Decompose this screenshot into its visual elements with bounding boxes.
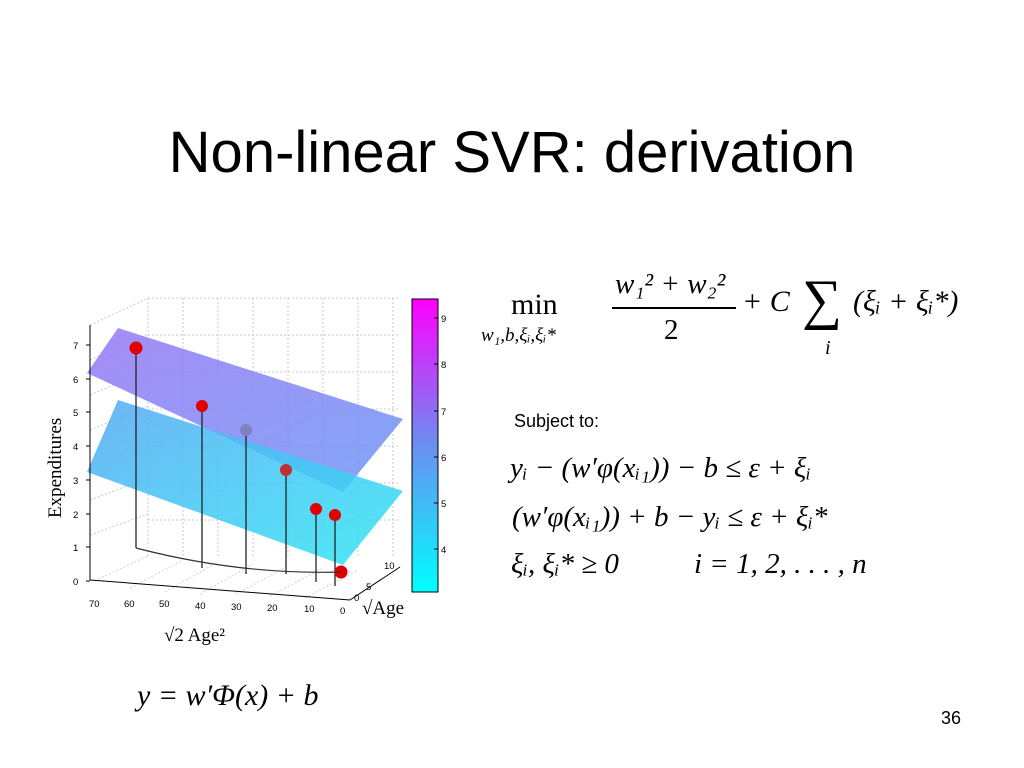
penalty-c: + C (742, 285, 790, 318)
min-variables: w₁,b,ξᵢ,ξᵢ* (481, 325, 556, 346)
model-equation: y = w′Φ(x) + b (137, 679, 319, 712)
y-axis-label: √Age (362, 598, 404, 619)
colorbar-tick-label: 8 (441, 360, 446, 371)
z-tick-label: 2 (73, 510, 78, 521)
floor-curve (135, 547, 342, 573)
colorbar (411, 298, 439, 593)
lower-margin-plane (87, 400, 403, 565)
axes (89, 325, 401, 601)
upper-margin-plane (87, 328, 403, 492)
z-axis-label: Expenditures (45, 418, 66, 518)
z-tick-label: 1 (73, 543, 78, 554)
floor-grid (97, 555, 359, 599)
x-tick-label: 60 (124, 599, 135, 610)
z-tick-label: 7 (73, 341, 78, 352)
colorbar-tick-label: 6 (441, 453, 446, 464)
y-tick-label: 10 (384, 561, 395, 572)
colorbar-tick-label: 7 (441, 407, 446, 418)
data-point (196, 400, 208, 412)
sum-term: (ξᵢ + ξᵢ*) (853, 285, 959, 318)
constraint-lower: (w′φ(xᵢ₁)) + b − yᵢ ≤ ε + ξᵢ* (512, 501, 828, 533)
z-tick-label: 6 (73, 375, 78, 386)
x-tick-label: 70 (89, 599, 100, 610)
x-tick-label: 40 (195, 601, 206, 612)
data-point (329, 509, 341, 521)
sum-index: i (825, 337, 831, 359)
x-axis-label: √2 Age² (164, 625, 225, 646)
constraint-nonnegativity: ξᵢ, ξᵢ* ≥ 0 (511, 548, 619, 580)
data-point (280, 464, 292, 476)
subject-to-label: Subject to: (514, 411, 600, 431)
x-tick-label: 10 (304, 604, 315, 615)
fraction-bar (612, 307, 736, 309)
z-tick-label: 4 (73, 442, 78, 453)
x-tick-label: 30 (231, 602, 242, 613)
y-tick-label: 5 (366, 582, 371, 593)
page-number: 36 (941, 708, 962, 728)
min-operator: min (511, 288, 558, 321)
z-tick-label: 0 (73, 577, 78, 588)
x-tick-label: 20 (267, 603, 278, 614)
data-point (240, 424, 252, 436)
z-ticks (86, 344, 90, 582)
data-point (310, 503, 322, 515)
summation-sign: ∑ (802, 269, 842, 331)
constraint-index-range: i = 1, 2, . . . , n (694, 548, 867, 580)
colorbar-tick-label: 4 (441, 545, 446, 556)
z-tick-label: 3 (73, 476, 78, 487)
penalty-term: + C (742, 285, 790, 319)
data-point (129, 341, 143, 355)
colorbar-tick-label: 9 (441, 314, 446, 325)
colorbar-ticks (434, 317, 438, 550)
slide-title: Non-linear SVR: derivation (168, 120, 856, 185)
y-tick-label: 0 (354, 593, 359, 604)
point-stems (135, 348, 336, 586)
z-tick-label: 5 (73, 408, 78, 419)
x-tick-label: 50 (159, 599, 170, 610)
colorbar-tick-label: 5 (441, 499, 446, 510)
x-tick-label: 0 (340, 606, 345, 617)
fraction-numerator: w₁² + w₂² (615, 268, 726, 300)
constraint-upper: yᵢ − (w′φ(xᵢ₁)) − b ≤ ε + ξᵢ (510, 452, 811, 484)
fraction-denominator: 2 (664, 314, 679, 346)
